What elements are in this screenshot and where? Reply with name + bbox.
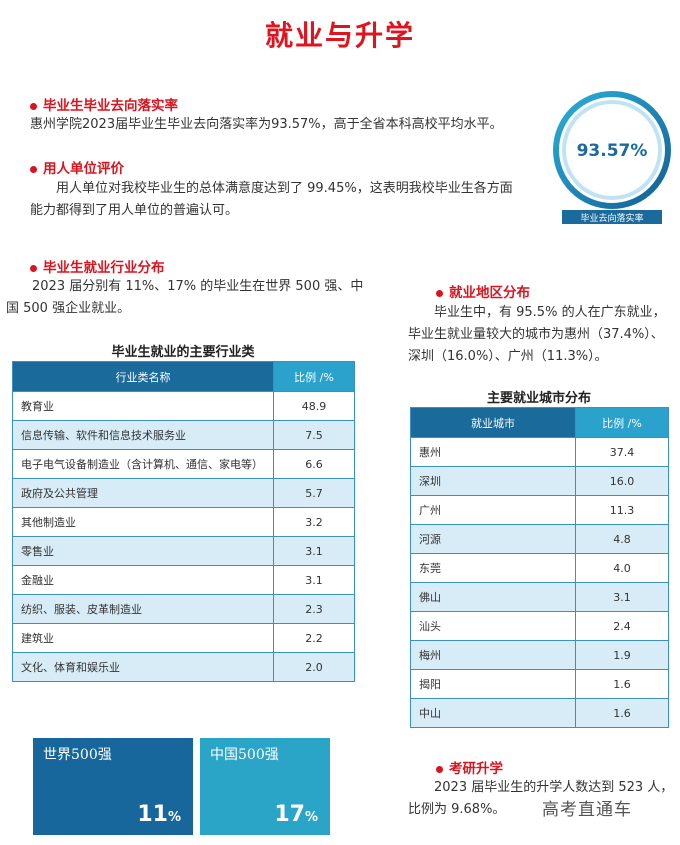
table-cell: 电子电气设备制造业（含计算机、通信、家电等） xyxy=(12,449,274,479)
table-cell: 3.1 xyxy=(273,565,355,595)
table-cell: 4.0 xyxy=(575,553,669,583)
stat-number: 17% xyxy=(274,802,318,827)
section-heading: 考研升学 xyxy=(436,757,503,777)
table-cell: 梅州 xyxy=(410,640,576,670)
table-cell: 2.2 xyxy=(273,623,355,653)
table-row: 揭阳 1.6 xyxy=(410,669,669,699)
table-cell: 河源 xyxy=(410,524,576,554)
table-row: 东莞 4.0 xyxy=(410,553,669,583)
table-cell: 揭阳 xyxy=(410,669,576,699)
table-cell: 2.4 xyxy=(575,611,669,641)
table-row: 惠州 37.4 xyxy=(410,437,669,467)
table-cell: 6.6 xyxy=(273,449,355,479)
table-header-cell: 就业城市 xyxy=(410,407,576,438)
badge-label-bg xyxy=(562,210,662,224)
table-cell: 惠州 xyxy=(410,437,576,467)
rate-badge: 93.57% 毕业去向落实率 xyxy=(553,91,671,224)
table-row: 金融业 3.1 xyxy=(12,565,355,595)
table-cell: 政府及公共管理 xyxy=(12,478,274,508)
table-cell: 信息传输、软件和信息技术服务业 xyxy=(12,420,274,450)
section-heading: 毕业生就业行业分布 xyxy=(30,256,165,276)
table-row: 汕头 2.4 xyxy=(410,611,669,641)
table-cell: 其他制造业 xyxy=(12,507,274,537)
section-heading: 就业地区分布 xyxy=(436,281,530,301)
table-cell: 2.3 xyxy=(273,594,355,624)
table-row: 纺织、服装、皮革制造业 2.3 xyxy=(12,594,355,624)
table-header-row: 就业城市 比例 /% xyxy=(410,407,669,438)
table-header-row: 行业类名称 比例 /% xyxy=(12,361,355,392)
table-header-cell: 比例 /% xyxy=(273,361,355,392)
table-cell: 16.0 xyxy=(575,466,669,496)
table-row: 河源 4.8 xyxy=(410,524,669,554)
table-cell: 5.7 xyxy=(273,478,355,508)
table-cell: 7.5 xyxy=(273,420,355,450)
table-cell: 纺织、服装、皮革制造业 xyxy=(12,594,274,624)
stat-unit: % xyxy=(304,810,318,825)
table-cell: 教育业 xyxy=(12,391,274,421)
badge-ring xyxy=(553,91,671,209)
table-cell: 4.8 xyxy=(575,524,669,554)
section-text: 用人单位对我校毕业生的总体满意度达到了 99.45%，这表明我校毕业生各方面能力… xyxy=(30,181,513,218)
section-heading: 用人单位评价 xyxy=(30,157,124,177)
table-row: 深圳 16.0 xyxy=(410,466,669,496)
table-row: 建筑业 2.2 xyxy=(12,623,355,653)
table-row: 信息传输、软件和信息技术服务业 7.5 xyxy=(12,420,355,450)
table-row: 政府及公共管理 5.7 xyxy=(12,478,355,508)
badge-inner xyxy=(562,100,662,200)
stat-value: 17 xyxy=(274,802,305,827)
table-cell: 3.1 xyxy=(575,582,669,612)
section-text: 惠州学院2023届毕业生毕业去向落实率为93.57%，高于全省本科高校平均水平。 xyxy=(30,117,503,132)
page-title: 就业与升学 xyxy=(264,19,415,52)
industry-table: 行业类名称 比例 /% 教育业 48.9 信息传输、软件和信息技术服务业 7.5 电子电气设… xyxy=(12,361,355,682)
table-cell: 建筑业 xyxy=(12,623,274,653)
table-cell: 48.9 xyxy=(273,391,355,421)
table-cell: 佛山 xyxy=(410,582,576,612)
table-header-cell: 行业类名称 xyxy=(12,361,274,392)
stat-unit: % xyxy=(167,810,181,825)
table-cell: 1.6 xyxy=(575,669,669,699)
section-text: 毕业生中，有 95.5% 的人在广东就业，毕业生就业量较大的城市为惠州（37.4… xyxy=(408,305,666,364)
stat-box: 世界500强 11% xyxy=(33,738,193,835)
table-cell: 零售业 xyxy=(12,536,274,566)
table-row: 其他制造业 3.2 xyxy=(12,507,355,537)
table-row: 电子电气设备制造业（含计算机、通信、家电等） 6.6 xyxy=(12,449,355,479)
table-cell: 文化、体育和娱乐业 xyxy=(12,652,274,682)
stat-label: 中国500强 xyxy=(210,747,279,763)
section-text: 2023 届毕业生的升学人数达到 523 人，比例为 9.68%。 xyxy=(408,780,674,817)
table-row: 文化、体育和娱乐业 2.0 xyxy=(12,652,355,682)
table-cell: 2.0 xyxy=(273,652,355,682)
table-cell: 广州 xyxy=(410,495,576,525)
table-cell: 1.6 xyxy=(575,698,669,728)
table-row: 广州 11.3 xyxy=(410,495,669,525)
section-text: 2023 届分别有 11%、17% 的毕业生在世界 500 强、中国 500 强… xyxy=(6,279,364,316)
table-cell: 深圳 xyxy=(410,466,576,496)
city-table: 就业城市 比例 /% 惠州 37.4 深圳 16.0 广州 11.3 河源 4.8 东莞 4.0 佛山 3… xyxy=(410,407,669,728)
table-cell: 1.9 xyxy=(575,640,669,670)
badge-value: 93.57% xyxy=(577,141,648,161)
badge-label: 毕业去向落实率 xyxy=(580,212,643,224)
table-cell: 汕头 xyxy=(410,611,576,641)
table-row: 佛山 3.1 xyxy=(410,582,669,612)
table-row: 零售业 3.1 xyxy=(12,536,355,566)
table-cell: 3.1 xyxy=(273,536,355,566)
table-cell: 3.2 xyxy=(273,507,355,537)
table-header-cell: 比例 /% xyxy=(575,407,669,438)
table-row: 教育业 48.9 xyxy=(12,391,355,421)
table-cell: 11.3 xyxy=(575,495,669,525)
watermark: 高考直通车 xyxy=(542,800,632,820)
table-cell: 金融业 xyxy=(12,565,274,595)
table-cell: 东莞 xyxy=(410,553,576,583)
table-cell: 中山 xyxy=(410,698,576,728)
table-title: 毕业生就业的主要行业类 xyxy=(111,345,255,360)
stat-label: 世界500强 xyxy=(43,747,112,763)
stat-box: 中国500强 17% xyxy=(200,738,330,835)
table-title: 主要就业城市分布 xyxy=(486,391,591,406)
section-heading: 毕业生毕业去向落实率 xyxy=(30,94,178,114)
stat-number: 11% xyxy=(137,802,181,827)
table-row: 梅州 1.9 xyxy=(410,640,669,670)
table-cell: 37.4 xyxy=(575,437,669,467)
table-row: 中山 1.6 xyxy=(410,698,669,728)
stat-value: 11 xyxy=(137,802,168,827)
